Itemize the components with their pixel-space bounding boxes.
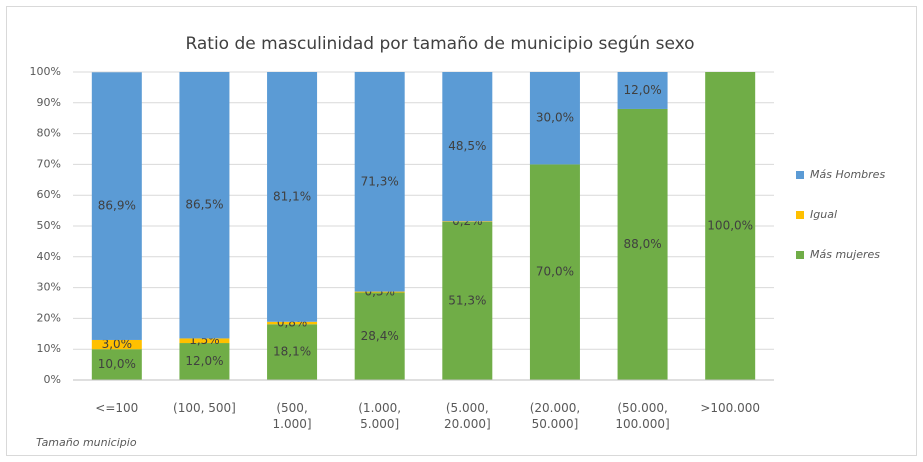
data-label: 88,0% [624, 237, 662, 251]
bar-segment [442, 221, 493, 380]
bar-segment [617, 72, 668, 109]
y-tick-label: 80% [37, 127, 61, 140]
bar-segment [91, 339, 142, 350]
legend-label: Igual [810, 208, 837, 221]
data-label: 86,5% [185, 198, 223, 212]
data-label: 71,3% [361, 174, 399, 188]
chart-title: Ratio de masculinidad por tamaño de muni… [185, 34, 694, 54]
bar-segment [529, 72, 580, 165]
data-label: 81,1% [273, 189, 311, 203]
legend-label: Más mujeres [810, 248, 880, 261]
data-label: 86,9% [98, 199, 136, 213]
chart-frame [6, 6, 917, 456]
data-label: 48,5% [448, 139, 486, 153]
data-label: 100,0% [707, 219, 753, 233]
legend-swatch [796, 251, 804, 259]
x-tick-label: (5.000, 20.000] [443, 401, 491, 431]
legend-swatch [796, 171, 804, 179]
bar-segment [442, 221, 493, 222]
data-label: 51,3% [448, 293, 486, 307]
x-tick-label: (50.000, 100.000] [615, 401, 670, 431]
bar-segment [267, 324, 318, 380]
bar-segment [91, 72, 142, 340]
y-tick-label: 60% [37, 188, 61, 201]
data-label: 70,0% [536, 265, 574, 279]
bar-segment [179, 72, 230, 339]
data-label: 3,0% [102, 337, 133, 351]
y-tick-label: 20% [37, 311, 61, 324]
y-tick-label: 70% [37, 157, 61, 170]
bar-segment [705, 72, 756, 380]
y-tick-label: 40% [37, 250, 61, 263]
x-tick-label: (1.000, 5.000] [358, 401, 402, 431]
bar-segment [91, 349, 142, 380]
bar-segment [617, 108, 668, 381]
x-axis-label: Tamaño municipio [36, 436, 137, 449]
bar-segment [267, 321, 318, 325]
bar-segment [179, 343, 230, 380]
x-tick-label: (500, 1.000] [272, 401, 312, 431]
bar-segment [442, 72, 493, 222]
x-tick-label: <=100 [95, 401, 139, 415]
x-tick-label: (20.000, 50.000] [529, 401, 581, 431]
data-label: 18,1% [273, 345, 311, 359]
y-tick-label: 30% [37, 281, 61, 294]
data-label: 12,0% [624, 83, 662, 97]
bar-segment [354, 291, 405, 293]
data-label: 12,0% [185, 354, 223, 368]
bar-segment [529, 164, 580, 380]
y-tick-label: 50% [37, 219, 61, 232]
bar-segment [354, 72, 405, 292]
data-label: 30,0% [536, 111, 574, 125]
bar-segment [179, 338, 230, 344]
y-tick-label: 0% [44, 373, 61, 386]
legend-swatch [796, 211, 804, 219]
bar-segment [267, 72, 318, 322]
x-tick-label: >100.000 [700, 401, 761, 415]
y-tick-label: 10% [37, 342, 61, 355]
y-tick-label: 100% [30, 65, 61, 78]
y-tick-label: 90% [37, 96, 61, 109]
legend-label: Más Hombres [810, 168, 885, 181]
data-label: 28,4% [361, 329, 399, 343]
x-tick-label: (100, 500] [173, 401, 236, 415]
bar-segment [354, 292, 405, 380]
data-label: 10,0% [98, 357, 136, 371]
